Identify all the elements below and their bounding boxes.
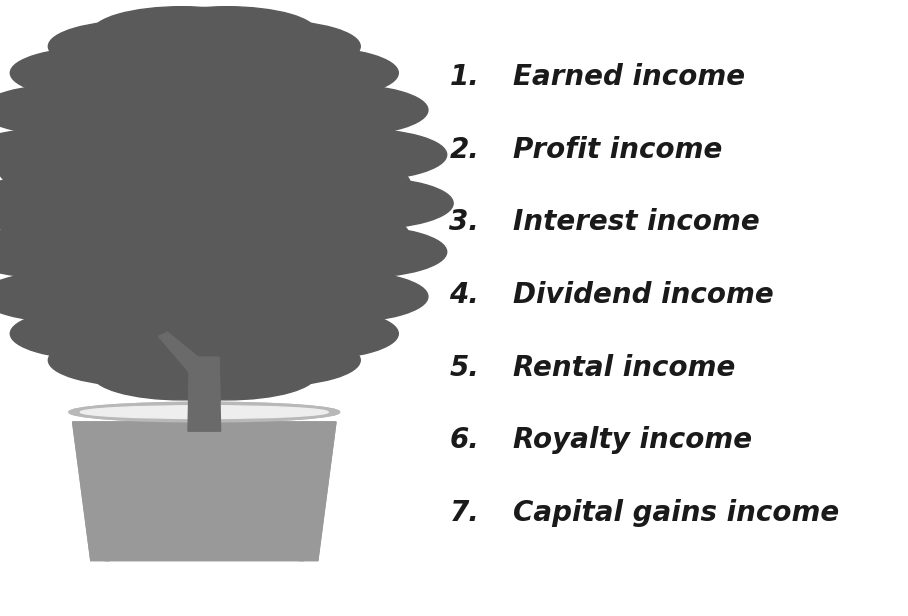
Circle shape xyxy=(285,538,318,561)
Ellipse shape xyxy=(137,348,317,400)
Ellipse shape xyxy=(183,46,327,88)
Polygon shape xyxy=(73,422,336,561)
Text: 2.: 2. xyxy=(449,136,479,164)
Ellipse shape xyxy=(10,47,190,99)
Ellipse shape xyxy=(247,260,391,301)
Polygon shape xyxy=(159,332,208,374)
Ellipse shape xyxy=(136,36,281,78)
Ellipse shape xyxy=(10,308,190,360)
Ellipse shape xyxy=(219,47,399,99)
Ellipse shape xyxy=(181,20,360,72)
Ellipse shape xyxy=(82,318,226,360)
Polygon shape xyxy=(188,357,221,431)
Ellipse shape xyxy=(248,84,428,136)
Text: Interest income: Interest income xyxy=(513,208,760,237)
Polygon shape xyxy=(188,357,221,431)
Ellipse shape xyxy=(267,226,447,278)
Ellipse shape xyxy=(14,252,157,293)
Ellipse shape xyxy=(273,177,453,229)
Ellipse shape xyxy=(0,153,144,194)
Ellipse shape xyxy=(0,226,142,278)
Ellipse shape xyxy=(219,308,399,360)
Text: 6.: 6. xyxy=(449,426,479,455)
Ellipse shape xyxy=(90,43,234,84)
Text: Royalty income: Royalty income xyxy=(513,426,752,455)
Text: Profit income: Profit income xyxy=(513,136,723,164)
Ellipse shape xyxy=(69,402,340,422)
Ellipse shape xyxy=(48,334,228,386)
Circle shape xyxy=(91,538,123,561)
Ellipse shape xyxy=(58,52,350,355)
Ellipse shape xyxy=(267,129,447,180)
Ellipse shape xyxy=(81,406,329,418)
Ellipse shape xyxy=(248,270,428,322)
Text: 5.: 5. xyxy=(449,354,479,382)
Polygon shape xyxy=(73,422,336,561)
Ellipse shape xyxy=(222,73,366,115)
Text: Capital gains income: Capital gains income xyxy=(513,499,839,527)
Text: 7.: 7. xyxy=(449,499,479,527)
Ellipse shape xyxy=(0,203,143,245)
Ellipse shape xyxy=(174,322,319,363)
Ellipse shape xyxy=(49,67,192,109)
Text: Rental income: Rental income xyxy=(513,354,735,382)
Ellipse shape xyxy=(92,7,271,59)
Ellipse shape xyxy=(252,113,395,155)
Polygon shape xyxy=(159,332,208,374)
Circle shape xyxy=(91,538,123,561)
Text: 3.: 3. xyxy=(449,208,479,237)
Ellipse shape xyxy=(49,38,360,369)
Circle shape xyxy=(285,538,318,561)
Text: 1.: 1. xyxy=(449,63,479,91)
Polygon shape xyxy=(188,357,221,431)
Ellipse shape xyxy=(48,20,228,72)
Ellipse shape xyxy=(92,348,271,400)
Ellipse shape xyxy=(137,7,317,59)
Ellipse shape xyxy=(0,129,142,180)
Ellipse shape xyxy=(181,334,360,386)
Ellipse shape xyxy=(17,105,162,147)
Ellipse shape xyxy=(43,292,186,333)
Ellipse shape xyxy=(128,329,272,370)
Ellipse shape xyxy=(0,177,135,229)
Ellipse shape xyxy=(81,406,329,418)
Ellipse shape xyxy=(266,162,410,203)
Ellipse shape xyxy=(216,298,360,339)
Ellipse shape xyxy=(69,402,340,422)
Ellipse shape xyxy=(0,270,161,322)
Text: 4.: 4. xyxy=(449,281,479,309)
Ellipse shape xyxy=(264,213,409,254)
Text: Dividend income: Dividend income xyxy=(513,281,774,309)
Ellipse shape xyxy=(0,84,161,136)
Text: Earned income: Earned income xyxy=(513,63,745,91)
